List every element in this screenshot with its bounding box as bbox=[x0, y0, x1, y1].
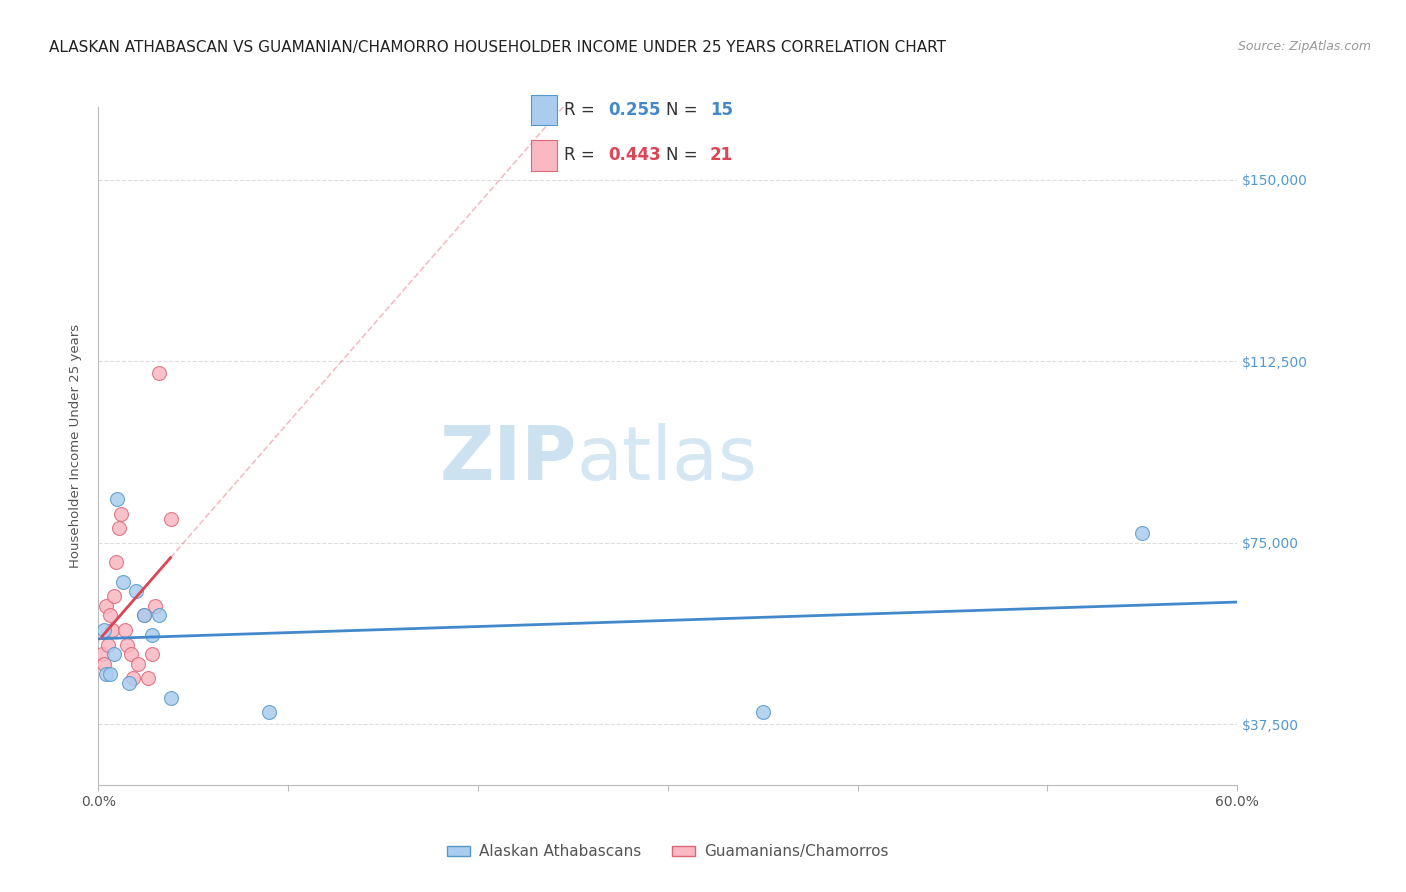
Text: atlas: atlas bbox=[576, 423, 758, 496]
Point bbox=[120, 647, 142, 661]
Point bbox=[107, 492, 129, 507]
Point bbox=[118, 676, 141, 690]
Point bbox=[132, 608, 155, 623]
Text: N =: N = bbox=[666, 101, 703, 119]
Point bbox=[141, 628, 163, 642]
Point bbox=[136, 672, 159, 686]
Point bbox=[94, 666, 117, 681]
Point bbox=[115, 638, 138, 652]
Point bbox=[752, 706, 775, 720]
Point bbox=[145, 599, 167, 613]
Point bbox=[148, 608, 170, 623]
Point bbox=[114, 623, 136, 637]
Point bbox=[98, 608, 121, 623]
Point bbox=[98, 666, 121, 681]
Point bbox=[91, 647, 114, 661]
Point bbox=[141, 647, 163, 661]
Point bbox=[125, 584, 148, 599]
Text: ZIP: ZIP bbox=[440, 423, 576, 496]
Text: N =: N = bbox=[666, 146, 703, 164]
Text: R =: R = bbox=[564, 101, 600, 119]
Point bbox=[108, 521, 131, 535]
Text: 0.443: 0.443 bbox=[609, 146, 661, 164]
Point bbox=[127, 657, 149, 671]
Point bbox=[94, 599, 117, 613]
Text: ALASKAN ATHABASCAN VS GUAMANIAN/CHAMORRO HOUSEHOLDER INCOME UNDER 25 YEARS CORRE: ALASKAN ATHABASCAN VS GUAMANIAN/CHAMORRO… bbox=[49, 40, 946, 55]
Point bbox=[148, 367, 170, 381]
Point bbox=[104, 555, 127, 569]
Point bbox=[1132, 526, 1154, 541]
Point bbox=[121, 672, 143, 686]
Point bbox=[132, 608, 155, 623]
Point bbox=[112, 574, 135, 589]
Text: Source: ZipAtlas.com: Source: ZipAtlas.com bbox=[1237, 40, 1371, 54]
Bar bbox=[530, 95, 557, 126]
Text: 0.255: 0.255 bbox=[609, 101, 661, 119]
Point bbox=[97, 638, 120, 652]
Y-axis label: Householder Income Under 25 years: Householder Income Under 25 years bbox=[69, 324, 83, 568]
Point bbox=[159, 690, 181, 705]
Bar bbox=[530, 140, 557, 170]
Point bbox=[259, 706, 281, 720]
Text: R =: R = bbox=[564, 146, 600, 164]
Point bbox=[93, 623, 115, 637]
Point bbox=[93, 657, 115, 671]
Point bbox=[100, 623, 122, 637]
Point bbox=[103, 647, 125, 661]
Legend: Alaskan Athabascans, Guamanians/Chamorros: Alaskan Athabascans, Guamanians/Chamorro… bbox=[441, 838, 894, 865]
Point bbox=[110, 507, 132, 521]
Point bbox=[159, 511, 181, 525]
Text: 21: 21 bbox=[710, 146, 733, 164]
Text: 15: 15 bbox=[710, 101, 733, 119]
Point bbox=[103, 589, 125, 603]
